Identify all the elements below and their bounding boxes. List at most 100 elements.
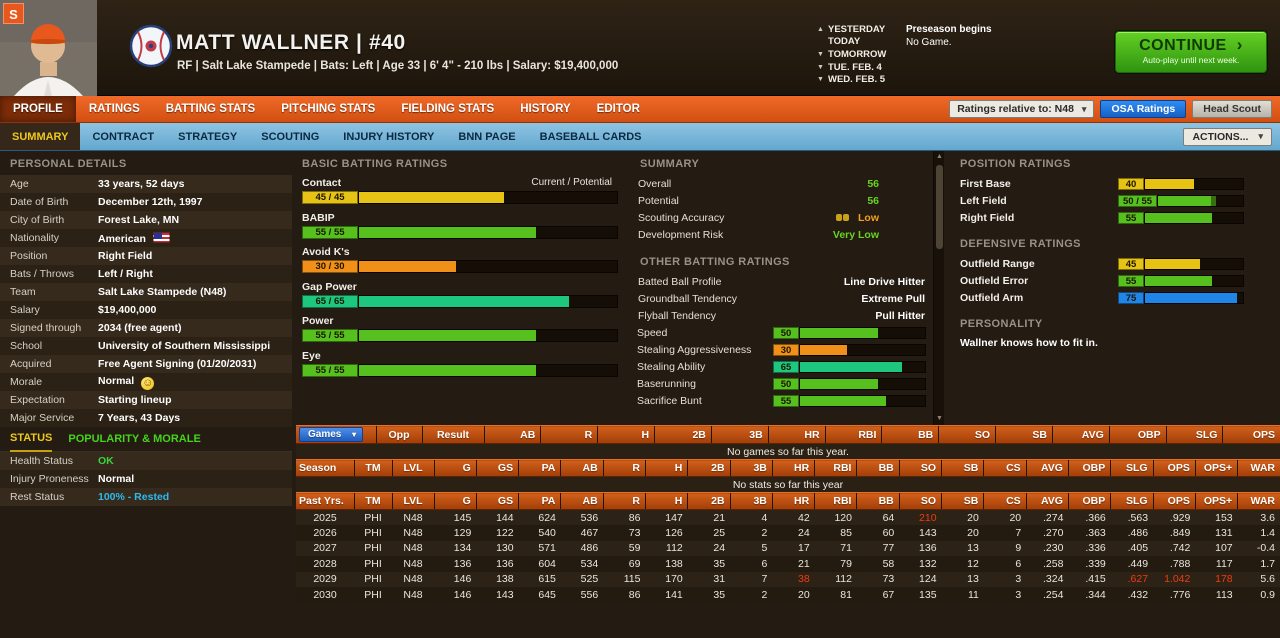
column-header-2b[interactable]: 2B (654, 425, 712, 444)
sub-nav-tab-baseball-cards[interactable]: BASEBALL CARDS (539, 131, 642, 143)
column-header-season[interactable]: Season (296, 459, 354, 477)
column-header-r[interactable]: R (540, 425, 598, 444)
ratings-relative-dropdown[interactable]: Ratings relative to: N48 ▾ (949, 100, 1095, 118)
sub-nav-tab-bnn-page[interactable]: BNN PAGE (458, 131, 516, 143)
column-header-tm[interactable]: TM (353, 459, 392, 477)
scroll-thumb[interactable] (936, 165, 943, 249)
column-header-r[interactable]: R (602, 459, 646, 477)
column-header-cs[interactable]: CS (983, 459, 1027, 477)
column-header-sb[interactable]: SB (941, 492, 984, 510)
sub-nav-tab-summary[interactable]: SUMMARY (0, 123, 81, 150)
column-header-obp[interactable]: OBP (1108, 425, 1167, 444)
column-header-avg[interactable]: AVG (1051, 425, 1110, 444)
main-nav-tab-editor[interactable]: EDITOR (596, 103, 640, 115)
column-header-h[interactable]: H (597, 425, 655, 444)
column-header-ab[interactable]: AB (560, 492, 604, 510)
sub-nav-tab-contract[interactable]: CONTRACT (92, 131, 155, 143)
column-header-slg[interactable]: SLG (1110, 492, 1154, 510)
column-header-h[interactable]: H (644, 459, 688, 477)
column-header-g[interactable]: G (433, 459, 477, 477)
date-row[interactable]: TODAY (817, 36, 886, 49)
column-header-hr[interactable]: HR (771, 492, 815, 510)
column-header-ops[interactable]: OPS (1152, 459, 1196, 477)
sub-nav-tab-injury-history[interactable]: INJURY HISTORY (343, 131, 435, 143)
main-nav-tab-batting-stats[interactable]: BATTING STATS (165, 103, 256, 115)
column-header-r[interactable]: R (602, 492, 646, 510)
column-header-games[interactable]: Games ▾ (296, 425, 376, 444)
osa-ratings-button[interactable]: OSA Ratings (1100, 100, 1187, 118)
sub-nav-tab-strategy[interactable]: STRATEGY (178, 131, 238, 143)
column-header-ab[interactable]: AB (560, 459, 604, 477)
actions-dropdown[interactable]: ACTIONS... ▾ (1183, 127, 1272, 146)
main-nav-tab-pitching-stats[interactable]: PITCHING STATS (281, 103, 376, 115)
detail-label: Expectation (10, 394, 65, 406)
column-header-g[interactable]: G (433, 492, 477, 510)
games-filter-dropdown[interactable]: Games ▾ (299, 427, 364, 442)
main-nav-tab-ratings[interactable]: RATINGS (88, 103, 140, 115)
column-header-cs[interactable]: CS (983, 492, 1027, 510)
column-header-rbi[interactable]: RBI (824, 425, 882, 444)
column-header-pa[interactable]: PA (518, 459, 561, 477)
column-header-so[interactable]: SO (898, 459, 942, 477)
column-header-3b[interactable]: 3B (729, 459, 773, 477)
sub-nav-tab-scouting[interactable]: SCOUTING (261, 131, 320, 143)
column-header-avg[interactable]: AVG (1025, 459, 1069, 477)
column-header-gs[interactable]: GS (475, 459, 519, 477)
column-header-past-yrs[interactable]: Past Yrs. (296, 492, 354, 510)
rating-label: Stealing Aggressiveness (637, 343, 752, 356)
column-header-2b[interactable]: 2B (687, 492, 731, 510)
column-header-slg[interactable]: SLG (1110, 459, 1154, 477)
player-silhouette-icon (0, 0, 97, 96)
scrollbar[interactable]: ▲ ▼ (933, 151, 944, 425)
main-nav-tab-profile[interactable]: PROFILE (0, 96, 76, 122)
column-header-ops[interactable]: OPS+ (1194, 492, 1238, 510)
column-header-bb[interactable]: BB (856, 459, 900, 477)
main-nav-tab-fielding-stats[interactable]: FIELDING STATS (401, 103, 495, 115)
column-header-bb[interactable]: BB (881, 425, 939, 444)
date-row[interactable]: ▼ TUE. FEB. 4 (817, 61, 886, 74)
column-header-ops[interactable]: OPS (1222, 425, 1280, 444)
column-header-3b[interactable]: 3B (710, 425, 769, 444)
column-header-ab[interactable]: AB (483, 425, 541, 444)
stats-row-2027: 2027 PHI N48 134 130 571 486 59 112 24 5 17 71 77 136 1… (296, 540, 1280, 556)
column-header-opp[interactable]: Opp (375, 425, 422, 444)
column-header-war[interactable]: WAR (1237, 459, 1280, 477)
column-header-tm[interactable]: TM (353, 492, 392, 510)
scroll-down-icon[interactable]: ▼ (936, 415, 943, 422)
column-header-bb[interactable]: BB (856, 492, 900, 510)
main-nav-tab-history[interactable]: HISTORY (520, 103, 571, 115)
column-header-slg[interactable]: SLG (1165, 425, 1223, 444)
column-header-lvl[interactable]: LVL (391, 492, 434, 510)
column-header-war[interactable]: WAR (1237, 492, 1280, 510)
column-header-obp[interactable]: OBP (1067, 492, 1111, 510)
column-header-hr[interactable]: HR (771, 459, 815, 477)
column-header-sb[interactable]: SB (941, 459, 984, 477)
date-row[interactable]: ▲ YESTERDAY (817, 23, 886, 36)
status-tab-popularity-morale[interactable]: POPULARITY & MORALE (68, 432, 201, 445)
column-header-3b[interactable]: 3B (729, 492, 773, 510)
column-header-obp[interactable]: OBP (1067, 459, 1111, 477)
column-header-rbi[interactable]: RBI (814, 492, 857, 510)
continue-button[interactable]: CONTINUE › Auto-play until next week. (1115, 31, 1267, 73)
column-header-result[interactable]: Result (421, 425, 484, 444)
column-header-rbi[interactable]: RBI (814, 459, 857, 477)
rating-value-box: 45 (1118, 257, 1144, 270)
column-header-gs[interactable]: GS (475, 492, 519, 510)
column-header-ops[interactable]: OPS+ (1194, 459, 1238, 477)
column-header-h[interactable]: H (644, 492, 688, 510)
column-header-sb[interactable]: SB (995, 425, 1053, 444)
status-tab-status[interactable]: STATUS (10, 427, 53, 452)
scroll-up-icon[interactable]: ▲ (936, 153, 943, 160)
column-header-avg[interactable]: AVG (1025, 492, 1069, 510)
date-row[interactable]: ▼ WED. FEB. 5 (817, 73, 886, 86)
date-row[interactable]: ▼ TOMORROW (817, 48, 886, 61)
column-header-so[interactable]: SO (938, 425, 996, 444)
column-header-hr[interactable]: HR (767, 425, 826, 444)
column-header-pa[interactable]: PA (518, 492, 561, 510)
column-header-so[interactable]: SO (898, 492, 942, 510)
column-header-2b[interactable]: 2B (687, 459, 731, 477)
column-header-ops[interactable]: OPS (1152, 492, 1196, 510)
column-header-lvl[interactable]: LVL (391, 459, 434, 477)
head-scout-button[interactable]: Head Scout (1192, 100, 1272, 118)
detail-label: Bats / Throws (10, 268, 74, 280)
